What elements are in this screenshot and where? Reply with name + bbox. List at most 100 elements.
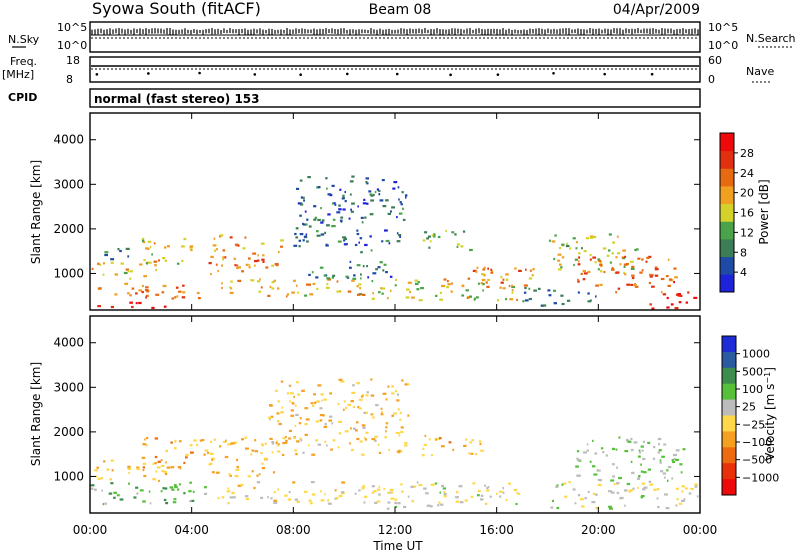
data-cell [608, 233, 612, 236]
data-cell [281, 406, 284, 409]
data-cell [385, 239, 390, 243]
data-cell [227, 443, 231, 446]
data-cell [639, 451, 641, 454]
data-cell [637, 486, 639, 489]
data-cell [319, 414, 324, 417]
data-cell [611, 463, 615, 466]
data-cell [641, 269, 644, 272]
data-cell [484, 484, 487, 487]
data-cell [437, 437, 440, 441]
data-cell [99, 263, 102, 266]
data-cell [490, 271, 494, 274]
data-cell [683, 498, 686, 501]
data-cell [338, 494, 343, 498]
data-cell [569, 247, 572, 250]
colorbar-tick-label: 20 [740, 187, 754, 200]
data-cell [208, 262, 212, 265]
data-cell [274, 263, 279, 266]
data-cell [377, 488, 381, 491]
data-cell [245, 447, 249, 450]
data-cell [250, 453, 253, 456]
data-cell [327, 278, 331, 281]
data-cell [615, 448, 618, 451]
data-cell [530, 269, 532, 272]
data-cell [586, 449, 589, 452]
data-cell [327, 499, 330, 502]
data-cell [307, 176, 311, 179]
x-tick-label: 04:00 [174, 523, 209, 537]
data-cell [188, 490, 192, 493]
data-cell [138, 301, 142, 305]
data-cell [349, 260, 352, 263]
data-cell [577, 474, 581, 477]
data-cell [437, 235, 441, 239]
data-cell [365, 431, 369, 434]
data-cell [446, 286, 449, 289]
data-cell [374, 501, 378, 504]
data-cell [505, 298, 508, 301]
data-cell [630, 267, 635, 270]
data-cell [585, 237, 589, 240]
data-cell [210, 440, 212, 444]
data-cell [396, 232, 399, 235]
data-cell [439, 503, 444, 506]
data-cell [256, 481, 261, 484]
data-cell [552, 499, 554, 503]
data-cell [349, 442, 351, 445]
data-cell [162, 487, 165, 490]
data-cell [242, 247, 246, 250]
data-cell [154, 264, 157, 267]
data-cell [304, 433, 308, 436]
data-cell [381, 292, 384, 295]
data-cell [406, 288, 410, 291]
data-cell [548, 239, 551, 242]
data-cell [610, 491, 615, 494]
data-cell [483, 266, 486, 269]
data-cell [282, 442, 286, 445]
data-cell [378, 189, 381, 193]
data-cell [427, 504, 431, 507]
data-cell [260, 496, 264, 499]
data-cell [456, 245, 459, 248]
data-cell [148, 490, 151, 493]
data-cell [675, 504, 678, 507]
data-cell [617, 252, 621, 255]
data-cell [315, 420, 319, 423]
data-cell [164, 487, 168, 490]
data-cell [623, 271, 625, 274]
data-cell [170, 466, 175, 469]
data-cell [649, 273, 651, 276]
data-cell [578, 256, 581, 259]
beam-title: Beam 08 [369, 2, 432, 18]
data-cell [230, 287, 232, 290]
data-cell [129, 270, 133, 273]
data-cell [366, 265, 368, 268]
data-cell [326, 277, 331, 280]
data-cell [401, 191, 404, 194]
data-cell [390, 210, 392, 213]
data-cell [461, 294, 465, 297]
data-cell [332, 274, 336, 277]
data-cell [636, 477, 640, 480]
data-cell [280, 245, 283, 248]
data-cell [484, 502, 488, 505]
colorbar-tick-label: 24 [740, 167, 754, 180]
data-cell [164, 259, 167, 262]
data-cell [446, 280, 449, 283]
data-cell [141, 237, 145, 241]
colorbar-segment [722, 383, 736, 400]
data-cell [414, 279, 418, 282]
data-cell [329, 415, 333, 418]
data-cell [464, 499, 468, 502]
data-cell [284, 441, 288, 444]
data-cell [309, 293, 314, 296]
data-cell [245, 263, 249, 266]
data-cell [409, 290, 412, 294]
data-cell [128, 471, 130, 475]
data-cell [578, 252, 581, 255]
data-cell [399, 201, 402, 204]
data-cell [160, 490, 163, 493]
data-cell [583, 451, 587, 454]
data-cell [577, 278, 579, 281]
data-cell [413, 485, 417, 488]
